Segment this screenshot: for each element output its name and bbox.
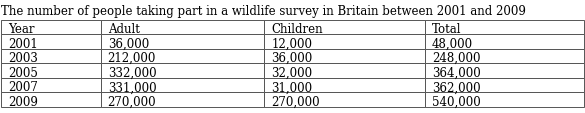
Bar <box>101 20 264 35</box>
Text: 540,000: 540,000 <box>432 95 480 108</box>
Text: 2007: 2007 <box>8 81 38 94</box>
Text: 332,000: 332,000 <box>108 66 156 79</box>
Bar <box>264 20 425 35</box>
Text: 2003: 2003 <box>8 52 38 65</box>
Bar <box>1 64 101 78</box>
Text: 12,000: 12,000 <box>271 37 312 50</box>
Bar <box>101 64 264 78</box>
Bar <box>1 49 101 64</box>
Text: 31,000: 31,000 <box>271 81 312 94</box>
Text: 48,000: 48,000 <box>432 37 473 50</box>
Bar <box>425 78 584 93</box>
Text: 248,000: 248,000 <box>432 52 480 65</box>
Bar <box>101 78 264 93</box>
Text: Year: Year <box>8 23 35 36</box>
Text: 331,000: 331,000 <box>108 81 156 94</box>
Bar <box>1 93 101 107</box>
Text: 362,000: 362,000 <box>432 81 480 94</box>
Bar <box>425 64 584 78</box>
Text: 2001: 2001 <box>8 37 38 50</box>
Text: 270,000: 270,000 <box>108 95 156 108</box>
Bar <box>101 49 264 64</box>
Bar <box>1 78 101 93</box>
Text: 364,000: 364,000 <box>432 66 480 79</box>
Text: 270,000: 270,000 <box>271 95 320 108</box>
Bar <box>425 35 584 49</box>
Text: 2009: 2009 <box>8 95 38 108</box>
Text: Children: Children <box>271 23 323 36</box>
Bar <box>264 49 425 64</box>
Bar <box>264 78 425 93</box>
Bar <box>1 20 101 35</box>
Bar <box>425 49 584 64</box>
Text: The number of people taking part in a wildlife survey in Britain between 2001 an: The number of people taking part in a wi… <box>1 5 526 18</box>
Text: 2005: 2005 <box>8 66 38 79</box>
Text: 36,000: 36,000 <box>271 52 313 65</box>
Bar <box>264 64 425 78</box>
Text: 32,000: 32,000 <box>271 66 312 79</box>
Bar <box>425 20 584 35</box>
Bar <box>264 93 425 107</box>
Text: Adult: Adult <box>108 23 139 36</box>
Bar <box>264 35 425 49</box>
Bar <box>101 35 264 49</box>
Bar <box>1 35 101 49</box>
Bar <box>425 93 584 107</box>
Bar <box>101 93 264 107</box>
Text: 212,000: 212,000 <box>108 52 156 65</box>
Text: 36,000: 36,000 <box>108 37 149 50</box>
Text: Total: Total <box>432 23 461 36</box>
